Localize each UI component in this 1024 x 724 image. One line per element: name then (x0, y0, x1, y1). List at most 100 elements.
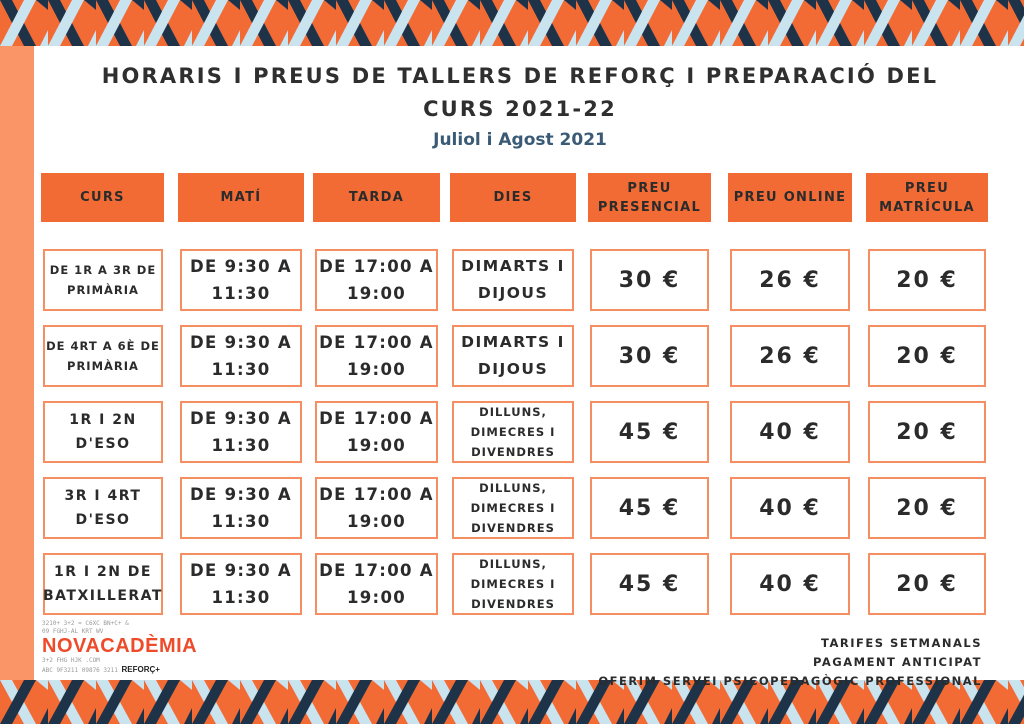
row-5-dies-line2: DIMECRES I (470, 577, 556, 591)
title-line-2: CURS 2021-22 (423, 97, 617, 121)
row-2-mati-line1: DE 9:30 A (190, 333, 292, 352)
row-3-curs: 1R I 2N D'ESO (43, 401, 163, 463)
row-2-mati: DE 9:30 A 11:30 (180, 325, 302, 387)
logo-decor-text-3: 3+2 FHG HJK .COM (42, 657, 100, 664)
header-preu-online: PREU ONLINE (728, 173, 852, 222)
row-1-dies-line1: DIMARTS I (461, 257, 565, 275)
row-2-tarda-line2: 19:00 (346, 360, 407, 379)
note-pagament: PAGAMENT ANTICIPAT (813, 655, 982, 669)
header-preu-matricula-line2: MATRÍCULA (879, 199, 975, 215)
row-2-curs: DE 4RT A 6È DE PRIMÀRIA (43, 325, 163, 387)
header-dies: DIES (450, 173, 576, 222)
row-3-mati-line1: DE 9:30 A (190, 409, 292, 428)
row-5-mati-line2: 11:30 (211, 588, 271, 607)
row-3-mati: DE 9:30 A 11:30 (180, 401, 302, 463)
note-servei: OFERIM SERVEI PSICOPEDAGÒGIC PROFESSIONA… (598, 674, 982, 688)
header-curs-label: CURS (80, 190, 125, 205)
row-1-mati: DE 9:30 A 11:30 (180, 249, 302, 311)
row-4-tarda-line1: DE 17:00 A (319, 485, 434, 504)
header-dies-label: DIES (493, 190, 533, 205)
header-mati: MATÍ (178, 173, 304, 222)
row-2-dies-line1: DIMARTS I (461, 333, 565, 351)
row-4-curs-line1: 3R I 4RT (64, 488, 142, 504)
row-5-mati: DE 9:30 A 11:30 (180, 553, 302, 615)
logo-reforc: REFORÇ+ (121, 665, 160, 674)
row-5-dies: DILLUNS, DIMECRES I DIVENDRES (452, 553, 574, 615)
row-3-preu-online: 40 € (730, 401, 850, 463)
row-5-mati-line1: DE 9:30 A (190, 561, 292, 580)
row-2-curs-line1: DE 4RT A 6È DE (46, 339, 160, 353)
row-4-tarda: DE 17:00 A 19:00 (315, 477, 438, 539)
row-4-curs-line2: D'ESO (75, 512, 131, 528)
row-4-dies-line2: DIMECRES I (470, 501, 556, 515)
row-3-tarda-line2: 19:00 (346, 436, 407, 455)
row-5-preu-presencial: 45 € (590, 553, 709, 615)
logo-decor-text-1: 3210+ 3+2 = C6XC BN+C+ & (42, 620, 129, 627)
row-2-tarda-line1: DE 17:00 A (319, 333, 434, 352)
row-5-preu-matricula: 20 € (868, 553, 986, 615)
row-4-mati-line1: DE 9:30 A (190, 485, 292, 504)
row-1-preu-matricula: 20 € (868, 249, 986, 311)
row-1-tarda: DE 17:00 A 19:00 (315, 249, 438, 311)
row-5-tarda: DE 17:00 A 19:00 (315, 553, 438, 615)
row-1-curs: DE 1R A 3R DE PRIMÀRIA (43, 249, 163, 311)
row-1-dies: DIMARTS I DIJOUS (452, 249, 574, 311)
row-3-preu-presencial: 45 € (590, 401, 709, 463)
row-5-dies-line3: DIVENDRES (471, 597, 555, 611)
logo-decor-text-4-main: ABC 9F3211 09876 3211 (42, 667, 118, 674)
row-1-preu-presencial: 30 € (590, 249, 709, 311)
row-1-tarda-line1: DE 17:00 A (319, 257, 434, 276)
header-preu-online-label: PREU ONLINE (733, 190, 847, 205)
row-5-tarda-line1: DE 17:00 A (319, 561, 434, 580)
header-preu-presencial-line2: PRESENCIAL (597, 199, 702, 215)
header-curs: CURS (41, 173, 164, 222)
row-3-curs-line2: D'ESO (75, 436, 131, 452)
row-3-preu-matricula: 20 € (868, 401, 986, 463)
title-line-1: HORARIS I PREUS DE TALLERS DE REFORÇ I P… (101, 64, 939, 88)
row-5-tarda-line2: 19:00 (346, 588, 407, 607)
header-preu-presencial-line1: PREU (627, 180, 672, 196)
page-subtitle: Juliol i Agost 2021 (433, 130, 607, 150)
row-2-preu-online: 26 € (730, 325, 850, 387)
row-1-mati-line2: 11:30 (211, 284, 271, 303)
row-4-mati: DE 9:30 A 11:30 (180, 477, 302, 539)
row-4-preu-online: 40 € (730, 477, 850, 539)
row-2-dies: DIMARTS I DIJOUS (452, 325, 574, 387)
row-1-dies-line2: DIJOUS (477, 284, 549, 302)
row-3-dies-line3: DIVENDRES (471, 445, 555, 459)
row-2-dies-line2: DIJOUS (477, 360, 549, 378)
row-2-preu-matricula: 20 € (868, 325, 986, 387)
row-3-curs-line1: 1R I 2N (69, 412, 137, 428)
row-2-mati-line2: 11:30 (211, 360, 271, 379)
row-1-curs-line2: PRIMÀRIA (67, 283, 139, 297)
row-4-curs: 3R I 4RT D'ESO (43, 477, 163, 539)
row-2-preu-presencial: 30 € (590, 325, 709, 387)
row-1-curs-line1: DE 1R A 3R DE (49, 263, 157, 277)
header-preu-presencial: PREU PRESENCIAL (588, 173, 711, 222)
header-tarda-label: TARDA (348, 190, 405, 205)
row-3-mati-line2: 11:30 (211, 436, 271, 455)
row-5-curs-line2: BATXILLERAT (43, 588, 163, 604)
footer-notes: TARIFES SETMANALS PAGAMENT ANTICIPAT OFE… (598, 634, 982, 691)
row-5-preu-online: 40 € (730, 553, 850, 615)
row-4-dies-line1: DILLUNS, (479, 481, 547, 495)
top-pattern-band (0, 0, 1024, 46)
left-accent-strip (0, 46, 34, 680)
novacademia-logo: 3210+ 3+2 = C6XC BN+C+ & 09 FGHJ-AL KRT … (42, 620, 198, 680)
row-3-tarda: DE 17:00 A 19:00 (315, 401, 438, 463)
bottom-pattern-band (0, 680, 1024, 724)
row-1-tarda-line2: 19:00 (346, 284, 407, 303)
row-3-tarda-line1: DE 17:00 A (319, 409, 434, 428)
row-4-tarda-line2: 19:00 (346, 512, 407, 531)
weave-pattern-bottom (0, 680, 1024, 724)
weave-pattern-top (0, 0, 1024, 46)
row-5-dies-line1: DILLUNS, (479, 557, 547, 571)
logo-name: NOVACADÈMIA (42, 635, 198, 657)
row-3-dies-line1: DILLUNS, (479, 405, 547, 419)
row-4-preu-matricula: 20 € (868, 477, 986, 539)
header-tarda: TARDA (313, 173, 440, 222)
row-1-preu-online: 26 € (730, 249, 850, 311)
note-tarifes: TARIFES SETMANALS (821, 636, 982, 650)
row-3-dies: DILLUNS, DIMECRES I DIVENDRES (452, 401, 574, 463)
header-preu-matricula: PREU MATRÍCULA (866, 173, 988, 222)
